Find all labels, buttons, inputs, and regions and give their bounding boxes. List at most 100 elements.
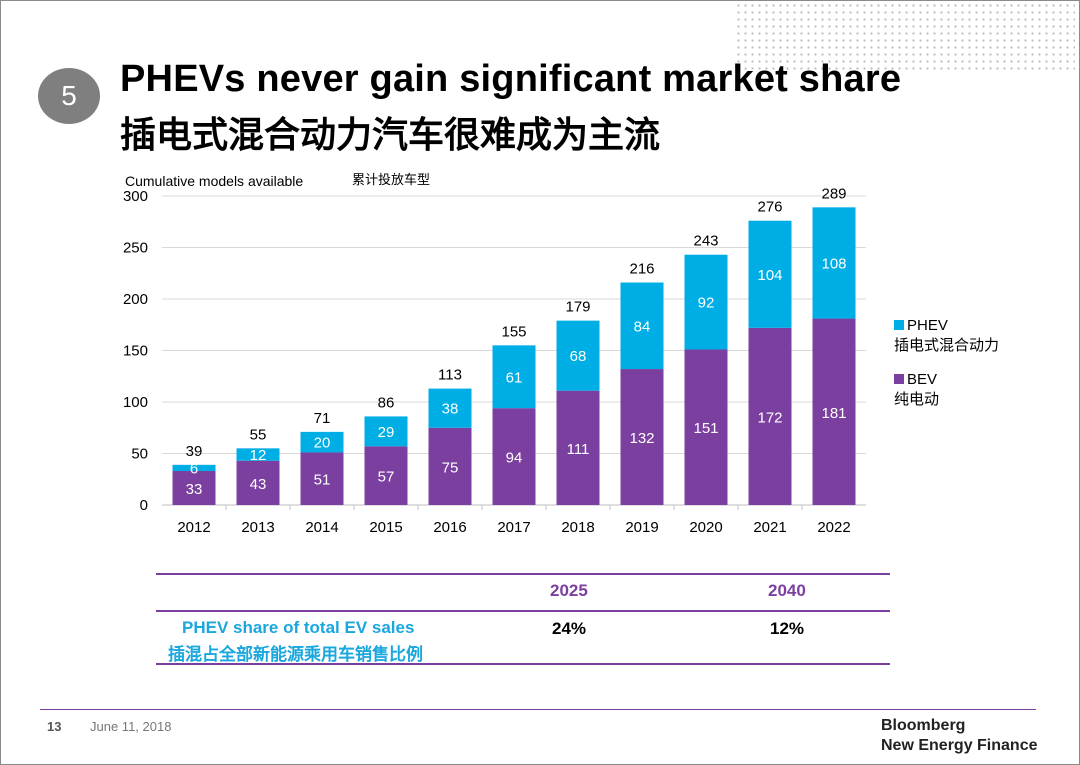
data-label-bev-2014: 51 [314, 472, 331, 489]
x-tick-label-2020: 2020 [689, 519, 722, 536]
decorative-dot-pattern [735, 2, 1075, 70]
bar-phev-2022 [812, 207, 856, 319]
bar-phev-2018 [556, 320, 600, 391]
data-label-bev-2022: 181 [821, 405, 846, 422]
bar-bev-2019 [620, 369, 664, 505]
y-tick-label-200: 200 [123, 291, 148, 308]
table-row-label-english: PHEV share of total EV sales [182, 618, 415, 637]
brand-line-bloomberg: Bloomberg [881, 717, 966, 734]
bar-phev-2020 [684, 254, 728, 350]
data-label-bev-2019: 132 [629, 430, 654, 447]
legend-item-bev: BEV 纯电动 [894, 370, 939, 410]
x-tick-label-2017: 2017 [497, 519, 530, 536]
y-tick-label-100: 100 [123, 394, 148, 411]
legend-label-phev: PHEV [907, 317, 948, 334]
table-value-2040: 12% [770, 619, 805, 638]
bar-phev-2015 [364, 416, 408, 447]
data-label-bev-2021: 172 [757, 409, 782, 426]
x-tick-label-2013: 2013 [241, 519, 274, 536]
table-header-2040: 2040 [768, 581, 806, 600]
bar-bev-2014 [300, 452, 344, 505]
data-label-bev-2016: 75 [442, 459, 459, 476]
bar-phev-2017 [492, 345, 536, 409]
legend-label-phev-cn: 插电式混合动力 [894, 337, 1000, 354]
data-label-total-2018: 179 [565, 299, 590, 316]
bar-bev-2015 [364, 446, 408, 505]
data-label-total-2015: 86 [378, 394, 395, 411]
footer-divider [40, 709, 1036, 710]
bar-phev-2013 [236, 448, 280, 461]
data-label-total-2016: 113 [438, 367, 462, 384]
bar-phev-2014 [300, 431, 344, 453]
legend-swatch-phev [894, 320, 904, 330]
data-label-total-2021: 276 [757, 199, 782, 216]
bar-phev-2016 [428, 388, 472, 428]
data-label-phev-2017: 61 [506, 369, 523, 386]
data-label-total-2014: 71 [314, 410, 331, 427]
data-label-total-2013: 55 [250, 426, 267, 443]
x-tick-label-2018: 2018 [561, 519, 594, 536]
data-label-total-2017: 155 [501, 323, 526, 340]
data-label-total-2019: 216 [629, 261, 654, 278]
bar-bev-2020 [684, 349, 728, 505]
table-value-2025: 24% [552, 619, 587, 638]
data-label-total-2020: 243 [693, 233, 718, 250]
bar-bev-2012 [172, 471, 216, 505]
data-label-phev-2015: 29 [378, 424, 395, 441]
bar-bev-2021 [748, 327, 792, 505]
y-axis-title-english: Cumulative models available [125, 173, 303, 189]
x-tick-label-2019: 2019 [625, 519, 658, 536]
data-label-phev-2014: 20 [314, 435, 331, 452]
section-number-badge: 5 [38, 68, 100, 124]
page-number: 13 [47, 719, 62, 734]
data-label-total-2012: 39 [186, 443, 203, 460]
table-rule-bottom [156, 663, 890, 665]
legend-swatch-bev [894, 374, 904, 384]
x-tick-label-2014: 2014 [305, 519, 338, 536]
table-rule-middle [156, 610, 890, 612]
data-label-bev-2020: 151 [693, 420, 718, 437]
data-label-bev-2012: 33 [186, 481, 203, 498]
y-tick-label-300: 300 [123, 188, 148, 205]
y-axis-title-chinese: 累计投放车型 [352, 172, 430, 187]
data-label-phev-2013: 12 [250, 447, 267, 464]
data-label-phev-2022: 108 [821, 255, 846, 272]
table-header-2025: 2025 [550, 581, 588, 600]
table-row-label-chinese: 插混占全部新能源乘用车销售比例 [168, 645, 423, 664]
title-english: PHEVs never gain significant market shar… [120, 58, 902, 100]
bar-phev-2012 [172, 464, 216, 472]
data-label-bev-2015: 57 [378, 469, 395, 486]
data-label-phev-2016: 38 [442, 401, 459, 418]
data-label-phev-2018: 68 [570, 348, 587, 365]
bar-phev-2019 [620, 282, 664, 370]
brand-line-nef: New Energy Finance [881, 737, 1038, 754]
bars [172, 207, 856, 505]
bar-bev-2017 [492, 408, 536, 505]
x-tick-label-2015: 2015 [369, 519, 402, 536]
data-label-phev-2020: 92 [698, 295, 715, 312]
data-label-bev-2013: 43 [250, 476, 267, 493]
brand-logo-text: Bloomberg New Energy Finance [881, 716, 1038, 756]
x-tick-label-2022: 2022 [817, 519, 850, 536]
x-tick-label-2016: 2016 [433, 519, 466, 536]
table-rule-top [156, 573, 890, 575]
legend-item-phev: PHEV 插电式混合动力 [894, 316, 999, 356]
data-label-bev-2018: 111 [567, 441, 590, 458]
bar-bev-2013 [236, 460, 280, 505]
x-tick-label-2021: 2021 [753, 519, 786, 536]
footer-date: June 11, 2018 [90, 719, 172, 734]
y-tick-label-150: 150 [123, 343, 148, 360]
x-tick-label-2012: 2012 [177, 519, 210, 536]
data-label-phev-2021: 104 [757, 267, 782, 284]
y-tick-label-250: 250 [123, 240, 148, 257]
bar-labels: 33 639 43 12 55 51 20 71 57 29 86 75 38 113 94 61 155 111… [186, 185, 847, 498]
legend-label-bev: BEV [907, 371, 938, 388]
data-label-total-2022: 289 [821, 185, 846, 202]
bar-bev-2016 [428, 427, 472, 505]
bar-bev-2018 [556, 390, 600, 505]
bar-bev-2022 [812, 318, 856, 505]
title-chinese: 插电式混合动力汽车很难成为主流 [120, 114, 661, 155]
y-tick-label-50: 50 [131, 446, 148, 463]
